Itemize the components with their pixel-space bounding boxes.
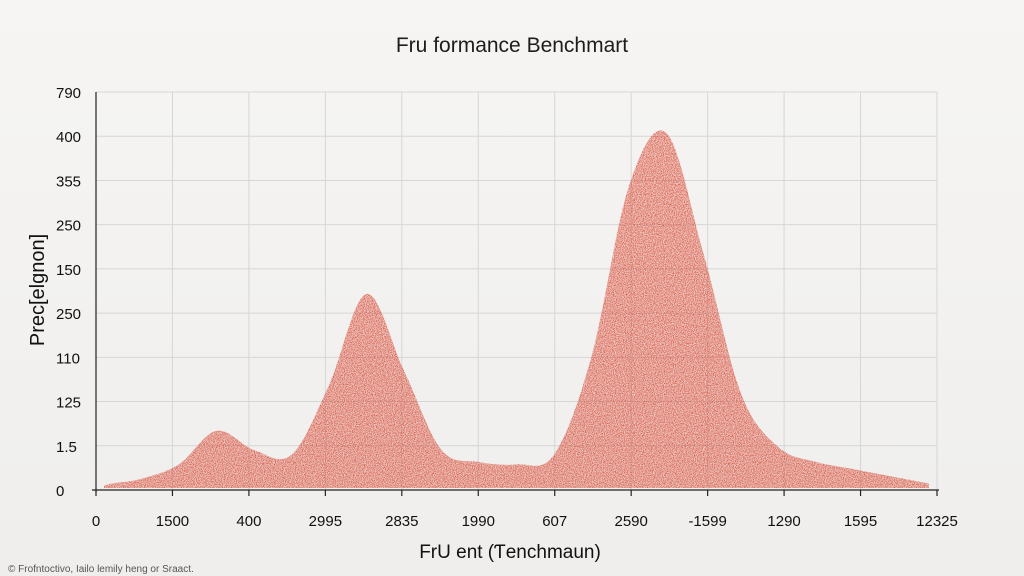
y-tick-label: 1.5 [56, 439, 77, 456]
x-tick-label: 2590 [614, 513, 647, 530]
y-tick-label: 790 [56, 85, 81, 102]
x-tick-label: 2835 [385, 513, 418, 530]
x-tick-label: 1990 [462, 513, 495, 530]
x-tick-label: 12325 [916, 513, 958, 530]
y-tick-label: 355 [56, 173, 81, 190]
y-tick-label: 0 [56, 483, 64, 500]
x-tick-label: 1595 [844, 513, 877, 530]
area-layer [104, 130, 929, 488]
x-tick-labels: 0 1500 400 2995 2835 1990 607 2590 -1599 1290 1595… [92, 513, 958, 530]
y-tick-label: 125 [56, 395, 81, 412]
grid-layer [96, 91, 938, 490]
x-tick-label: 607 [542, 513, 567, 530]
y-tick-label: 110 [56, 350, 80, 367]
x-tick-label: 400 [236, 513, 261, 530]
x-tick-label: 1500 [156, 513, 189, 530]
y-tick-labels: 0 1.5 125 110 250 150 250 355 400 790 [56, 85, 81, 500]
series-area [104, 130, 929, 488]
x-tick-label: 1290 [767, 513, 800, 530]
x-tick-label: 0 [92, 513, 100, 530]
y-tick-label: 400 [56, 129, 81, 146]
x-tick-label: 2995 [309, 513, 342, 530]
axis-layer [92, 92, 939, 496]
x-tick-label: -1599 [688, 513, 726, 530]
y-tick-label: 250 [56, 218, 81, 235]
y-axis-label: Prec[elgnon] [27, 234, 49, 346]
x-axis-label: FrU ent (Ƭenchmaun) [419, 542, 601, 563]
chart-title: Fru formance Benchmart [396, 34, 628, 57]
y-tick-label: 150 [56, 262, 81, 279]
footnote: © Frofntoctivo, Iailo lemily heng or Sra… [8, 564, 194, 575]
y-tick-label: 250 [56, 306, 81, 323]
